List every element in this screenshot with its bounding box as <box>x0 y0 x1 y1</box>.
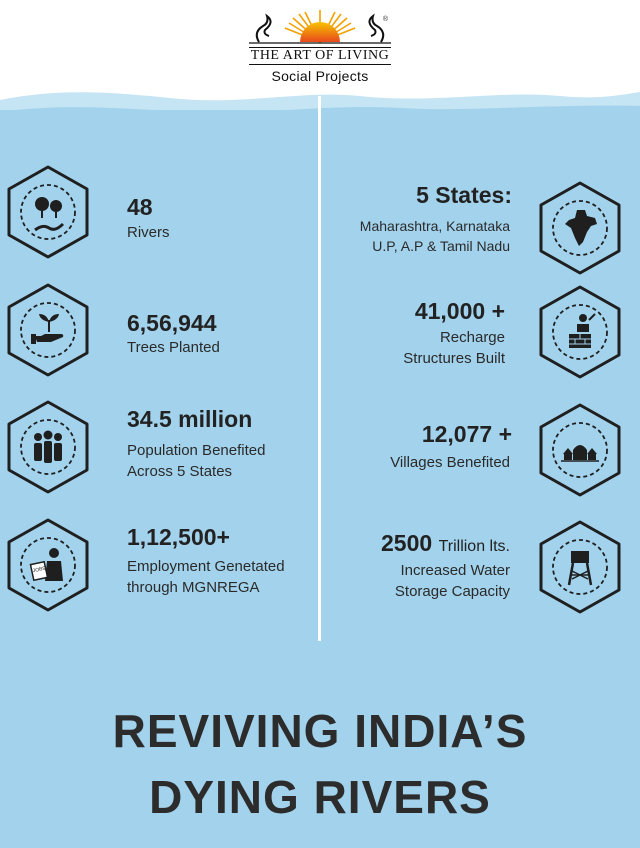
stat-storage-number: 2500 Trillion lts. <box>381 530 510 560</box>
stat-states-number: 5 States: <box>416 182 512 208</box>
stat-villages-label: Villages Benefited <box>390 454 510 471</box>
stat-employment-label-2: through MGNREGA <box>127 579 260 596</box>
stat-population-number: 34.5 million <box>127 406 253 432</box>
people-group-icon <box>7 400 89 494</box>
svg-text:JOBS: JOBS <box>32 565 47 574</box>
main-title-line-2: DYING RIVERS <box>149 771 491 823</box>
stat-states-label-2: U.P, A.P & Tamil Nadu <box>372 238 510 254</box>
stat-storage-value: 2500 <box>381 530 433 556</box>
center-divider <box>318 96 321 641</box>
stat-trees-number: 6,56,944 <box>127 310 217 336</box>
stat-employment-number: 1,12,500+ <box>127 524 230 550</box>
main-title-line-1: REVIVING INDIA’S <box>112 705 528 757</box>
village-huts-icon <box>539 403 621 497</box>
hand-sapling-icon <box>7 283 89 377</box>
stat-storage-label-2: Storage Capacity <box>394 583 510 600</box>
stat-states-label-1: Maharashtra, Karnataka <box>359 218 510 234</box>
brand-name: THE ART OF LIVING <box>248 47 392 65</box>
india-map-icon <box>539 181 621 275</box>
trees-river-icon <box>7 165 89 259</box>
stat-rivers-label: Rivers <box>127 224 170 241</box>
sun-swans-logo-icon <box>249 10 391 44</box>
jobs-worker-icon: JOBS <box>7 518 89 612</box>
stat-rivers-number: 48 <box>127 194 153 220</box>
header: ® THE ART OF LIVING Social Projects <box>0 0 640 92</box>
brick-builder-icon <box>539 285 621 379</box>
water-tower-icon <box>539 520 621 614</box>
stat-recharge-label-1: Recharge <box>439 329 505 346</box>
stat-recharge-label-2: Structures Built <box>403 350 505 367</box>
stat-population-label-1: Population Benefited <box>127 442 266 459</box>
stat-recharge-number: 41,000 + <box>414 298 505 324</box>
stat-villages-number: 12,077 + <box>421 421 512 447</box>
stat-trees-label: Trees Planted <box>127 339 220 356</box>
stat-population-label-2: Across 5 States <box>127 463 233 480</box>
art-of-living-logo: ® THE ART OF LIVING Social Projects <box>240 6 400 86</box>
registered-mark: ® <box>382 16 388 23</box>
stat-storage-label-1: Increased Water <box>400 562 511 579</box>
stat-storage-unit: Trillion lts. <box>438 538 510 555</box>
brand-subtitle: Social Projects <box>271 68 369 84</box>
stat-employment-label-1: Employment Genetated <box>127 558 285 575</box>
